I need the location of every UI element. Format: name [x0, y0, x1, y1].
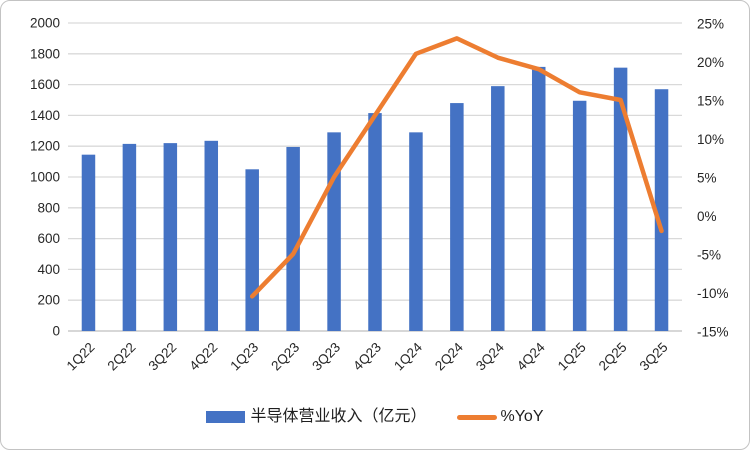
x-axis-label-1Q24: 1Q24 [391, 339, 425, 373]
left-axis-tick: 400 [37, 262, 60, 277]
left-axis-tick: 800 [37, 200, 60, 215]
x-axis-label-4Q22: 4Q22 [186, 340, 220, 374]
right-axis-tick: 15% [697, 94, 724, 109]
revenue-bar-2Q23 [286, 146, 300, 331]
left-axis-tick: 1800 [30, 46, 60, 61]
legend-bar-swatch [206, 411, 246, 423]
left-axis-tick: 1600 [30, 77, 60, 92]
legend-line-swatch [456, 414, 497, 420]
revenue-bar-1Q25 [572, 100, 587, 332]
x-axis-label-1Q22: 1Q22 [64, 340, 98, 374]
revenue-bar-1Q23 [245, 169, 259, 331]
left-axis-tick: 2000 [30, 16, 60, 31]
legend-bar-label: 半导体营业收入（亿元） [250, 408, 427, 425]
x-axis-label-3Q25: 3Q25 [637, 340, 671, 374]
revenue-bar-3Q24 [491, 86, 505, 331]
legend-item-revenue: 半导体营业收入（亿元） [206, 405, 427, 429]
x-axis-label-3Q22: 3Q22 [145, 340, 179, 374]
x-axis-label-2Q25: 2Q25 [596, 340, 630, 374]
left-axis-tick: 200 [37, 293, 60, 308]
left-axis-tick: 1000 [30, 170, 60, 185]
x-axis-label-3Q24: 3Q24 [473, 339, 507, 373]
revenue-bar-2Q25 [613, 67, 628, 331]
revenue-bar-3Q22 [163, 143, 178, 331]
right-axis-tick: 25% [697, 17, 724, 32]
x-axis-label-1Q23: 1Q23 [227, 340, 261, 374]
yoy-line [249, 36, 664, 299]
right-axis-tick: 0% [697, 209, 717, 224]
left-axis-tick: 600 [37, 231, 60, 246]
left-axis-tick: 1400 [30, 108, 60, 123]
revenue-bar-3Q25 [654, 89, 669, 331]
revenue-bar-4Q24 [531, 66, 546, 331]
right-axis-tick: 10% [697, 132, 724, 147]
left-axis-tick: 0 [52, 324, 60, 339]
revenue-bar-3Q23 [327, 132, 341, 331]
x-axis-label-4Q24: 4Q24 [514, 339, 548, 373]
right-axis-tick: -5% [697, 248, 721, 263]
right-axis-tick: -15% [697, 325, 729, 340]
revenue-bar-1Q22 [81, 154, 96, 331]
left-axis-tick: 1200 [30, 139, 60, 154]
revenue-bar-4Q23 [368, 113, 382, 331]
right-axis-tick: 20% [697, 55, 724, 70]
x-axis-label-4Q23: 4Q23 [350, 340, 384, 374]
x-axis-label-2Q23: 2Q23 [268, 340, 302, 374]
right-axis-tick: -10% [697, 286, 729, 301]
legend-item-yoy: %YoY [433, 405, 544, 429]
chart-legend: 半导体营业收入（亿元） %YoY [1, 405, 749, 429]
x-axis-label-1Q25: 1Q25 [555, 340, 589, 374]
legend-line-label: %YoY [500, 408, 544, 425]
x-axis-label-2Q22: 2Q22 [105, 340, 139, 374]
revenue-bar-1Q24 [409, 132, 423, 331]
right-axis-tick: 5% [697, 171, 717, 186]
revenue-bar-2Q22 [122, 143, 137, 331]
revenue-bar-2Q24 [450, 103, 464, 331]
revenue-bar-4Q22 [204, 140, 219, 331]
x-axis-label-2Q24: 2Q24 [432, 339, 466, 373]
x-axis-label-3Q23: 3Q23 [309, 340, 343, 374]
